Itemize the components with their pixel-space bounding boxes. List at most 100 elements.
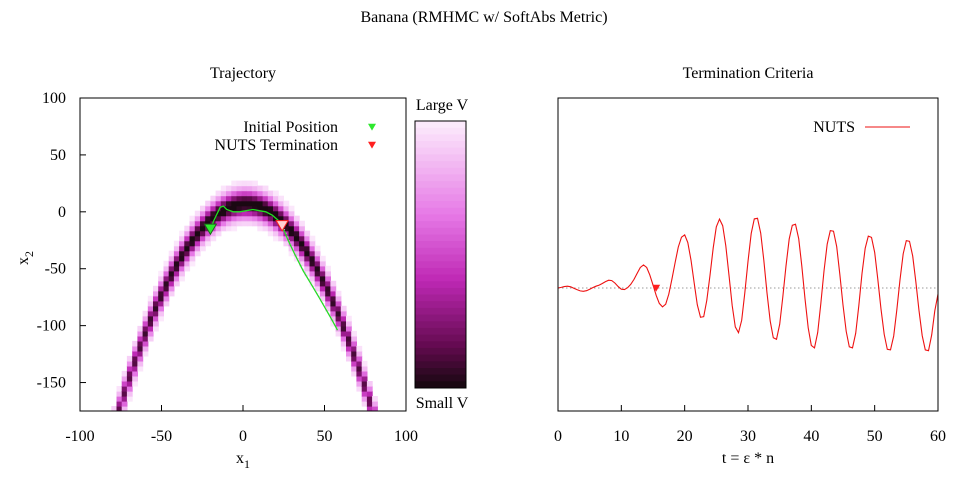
heatmap-cell (231, 215, 238, 222)
heatmap-cell (288, 250, 295, 257)
heatmap-cell (142, 335, 149, 342)
heatmap-cell (361, 365, 368, 372)
heatmap-cell (314, 250, 321, 257)
heatmap-cell (257, 225, 264, 232)
heatmap-cell (335, 290, 342, 297)
colorbar-top-label: Large V (416, 97, 469, 114)
trajectory-title: Trajectory (210, 65, 276, 82)
heatmap-cell (142, 320, 149, 327)
heatmap-cell (335, 320, 342, 327)
heatmap-cell (194, 220, 201, 227)
heatmap-cell (215, 220, 222, 227)
heatmap-cell (346, 330, 352, 337)
heatmap-cell (231, 190, 238, 197)
heatmap-cell (132, 360, 138, 367)
heatmap-cell (236, 220, 243, 227)
heatmap-cell (147, 310, 154, 317)
heatmap-cell (262, 205, 269, 212)
heatmap-cell (132, 355, 138, 362)
heatmap-cell (116, 401, 123, 407)
trajectory-xlabel-main: x (236, 450, 244, 467)
colorbar-band (415, 161, 466, 169)
heatmap-cell (335, 315, 342, 322)
heatmap-cell (319, 270, 326, 277)
heatmap-cell (283, 225, 290, 232)
heatmap-cell (210, 235, 217, 242)
heatmap-cell (121, 396, 128, 402)
heatmap-cell (372, 401, 378, 407)
heatmap-cell (330, 310, 337, 317)
colorbar-band (415, 361, 466, 369)
heatmap-cell (309, 255, 316, 262)
heatmap-cell (356, 355, 363, 362)
heatmap-cell (267, 220, 274, 227)
heatmap-cell (330, 280, 337, 287)
heatmap-cell (278, 210, 284, 217)
heatmap-cell (168, 275, 175, 282)
y-tick-label: -150 (37, 375, 66, 392)
heatmap-cell (147, 335, 154, 342)
heatmap-cell (231, 205, 238, 212)
heatmap-cell (361, 360, 368, 367)
heatmap-cell (252, 185, 258, 192)
heatmap-cell (262, 220, 269, 227)
heatmap-cell (246, 210, 253, 217)
heatmap-cell (325, 295, 331, 302)
heatmap-cell (179, 250, 185, 257)
heatmap-cell (288, 235, 295, 242)
heatmap-cell (314, 265, 321, 272)
heatmap-cell (147, 325, 154, 332)
heatmap-cell (163, 275, 170, 282)
heatmap-cell (273, 190, 279, 197)
x-tick-label: 40 (803, 428, 819, 445)
colorbar-band (415, 181, 466, 189)
colorbar-band (415, 374, 466, 382)
colorbar-band (415, 141, 466, 149)
heatmap-cell (236, 215, 243, 222)
heatmap-cell (147, 330, 154, 337)
heatmap-cell (168, 265, 175, 272)
heatmap-cell (262, 210, 269, 217)
heatmap-cell (283, 240, 290, 247)
termination-plot-frame (557, 97, 939, 412)
heatmap-cell (158, 315, 164, 322)
heatmap-cell (335, 295, 342, 302)
heatmap-cell (325, 280, 331, 287)
heatmap-cell (314, 255, 321, 262)
heatmap-cell (361, 396, 368, 402)
heatmap-cell (262, 190, 269, 197)
colorbar-band (415, 221, 466, 229)
heatmap-cell (158, 295, 164, 302)
legend-nuts-series-label: NUTS (813, 119, 855, 136)
heatmap-cell (132, 340, 138, 347)
heatmap-cell (142, 325, 149, 332)
heatmap-cell (158, 305, 164, 312)
heatmap-cell (351, 370, 357, 377)
heatmap-cell (241, 215, 248, 222)
heatmap-cell (226, 220, 232, 227)
heatmap-cell (288, 240, 295, 247)
heatmap-cell (179, 255, 185, 262)
heatmap-cell (189, 260, 196, 267)
heatmap-cell (194, 230, 201, 237)
heatmap-cell (220, 205, 227, 212)
heatmap-cell (299, 255, 305, 262)
legend-initial-label: Initial Position (243, 119, 338, 136)
heatmap-cell (173, 240, 180, 247)
legend-initial-marker (368, 123, 376, 131)
heatmap-cell (147, 315, 154, 322)
heatmap-cell (267, 200, 274, 207)
colorbar-band (415, 294, 466, 302)
heatmap-cell (346, 345, 352, 352)
heatmap-cell (220, 190, 227, 197)
x-tick-label: -100 (65, 428, 94, 445)
heatmap-cell (273, 210, 279, 217)
heatmap-cell (366, 381, 373, 387)
heatmap-cell (231, 180, 238, 187)
heatmap-cell (126, 381, 133, 387)
heatmap-cell (262, 185, 269, 192)
heatmap-cell (257, 185, 264, 192)
heatmap-cell (142, 315, 149, 322)
heatmap-cell (163, 280, 170, 287)
